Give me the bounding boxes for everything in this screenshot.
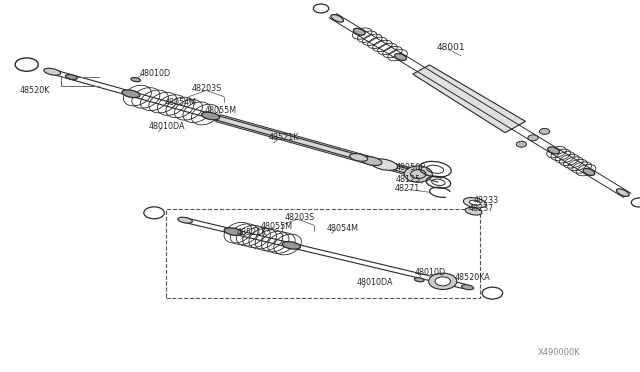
Ellipse shape [353, 28, 365, 35]
Circle shape [516, 141, 527, 147]
Text: 48237: 48237 [469, 204, 494, 213]
Text: 48521K: 48521K [237, 228, 267, 237]
Text: 48233: 48233 [474, 196, 499, 205]
Text: 48055M: 48055M [261, 222, 293, 231]
Polygon shape [413, 65, 525, 133]
Ellipse shape [414, 278, 424, 282]
Text: 48010DA: 48010DA [149, 122, 186, 131]
Text: 48055M: 48055M [205, 106, 237, 115]
Ellipse shape [44, 68, 61, 75]
Ellipse shape [202, 112, 220, 120]
Ellipse shape [224, 228, 243, 235]
Circle shape [435, 277, 451, 286]
Ellipse shape [65, 74, 77, 80]
Circle shape [528, 135, 538, 141]
Circle shape [540, 128, 550, 134]
Ellipse shape [178, 217, 193, 223]
Ellipse shape [616, 189, 629, 196]
Ellipse shape [465, 208, 482, 215]
Ellipse shape [282, 241, 300, 249]
Ellipse shape [331, 15, 344, 22]
Ellipse shape [122, 90, 140, 97]
Ellipse shape [469, 200, 481, 205]
Ellipse shape [395, 54, 406, 60]
Polygon shape [216, 115, 421, 177]
Ellipse shape [548, 147, 559, 154]
Text: 48950P: 48950P [396, 163, 426, 172]
Text: X490000K: X490000K [538, 348, 580, 357]
Text: 48054M: 48054M [326, 224, 358, 232]
Ellipse shape [349, 154, 368, 161]
Text: 48203S: 48203S [285, 213, 315, 222]
Text: 48521K: 48521K [269, 133, 299, 142]
Circle shape [404, 166, 433, 182]
Text: 48054M: 48054M [165, 98, 197, 107]
Circle shape [429, 273, 457, 289]
Text: 48125: 48125 [396, 175, 420, 184]
Text: 48010DA: 48010DA [357, 278, 394, 287]
Text: 48271: 48271 [394, 184, 419, 193]
Text: 48520KA: 48520KA [454, 273, 490, 282]
Ellipse shape [583, 169, 595, 175]
Text: 48001: 48001 [436, 43, 465, 52]
Ellipse shape [463, 198, 486, 208]
Text: 48010D: 48010D [140, 69, 171, 78]
Ellipse shape [461, 285, 474, 290]
Text: 48203S: 48203S [192, 84, 222, 93]
Ellipse shape [131, 77, 141, 82]
Ellipse shape [361, 157, 382, 166]
Ellipse shape [371, 159, 397, 170]
Bar [166, 209, 480, 298]
Text: 48520K: 48520K [19, 86, 49, 95]
Text: 48010D: 48010D [415, 268, 446, 277]
